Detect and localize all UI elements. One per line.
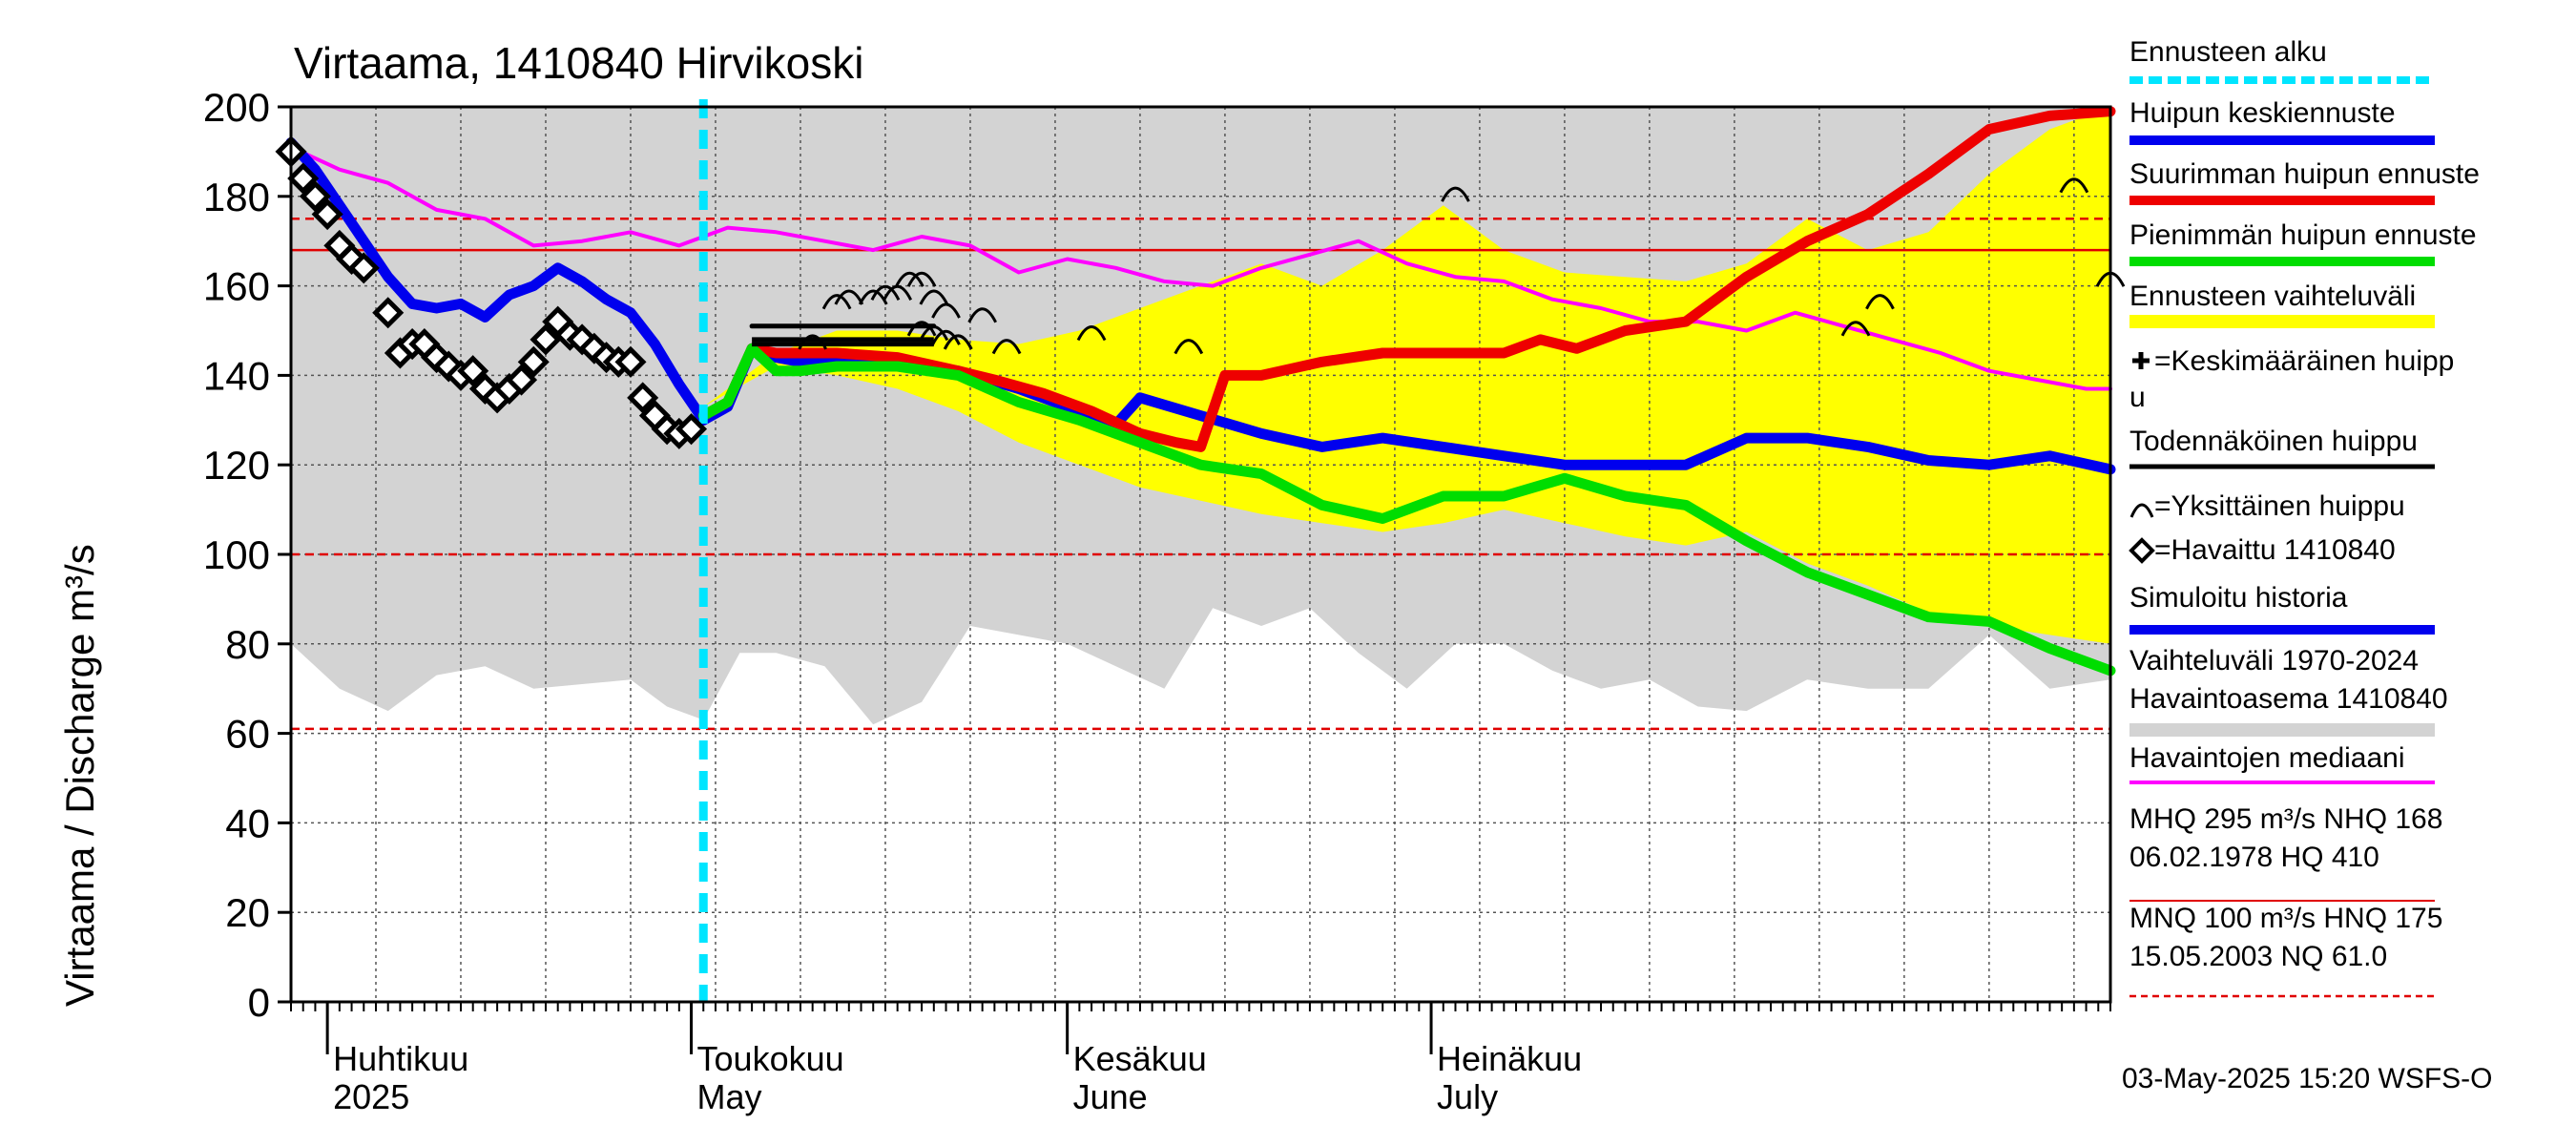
- single-peak-marker: [798, 334, 828, 350]
- single-peak-marker: [870, 284, 901, 301]
- month-label-en: 2025: [333, 1077, 409, 1116]
- chart-title: Virtaama, 1410840 Hirvikoski: [294, 38, 863, 88]
- single-peak-marker: [1076, 325, 1107, 342]
- single-peak-marker: [1174, 339, 1204, 355]
- legend-entry: Huipun keskiennuste: [2129, 97, 2396, 129]
- legend-entry: Suurimman huipun ennuste: [2129, 158, 2480, 190]
- y-tick-label: 0: [248, 980, 270, 1025]
- series-line-4: [697, 343, 2116, 677]
- month-label-fi: Huhtikuu: [333, 1039, 468, 1078]
- observed-point: [457, 355, 489, 387]
- single-peak-marker: [967, 307, 998, 323]
- legend-entry: Ennusteen vaihteluväli: [2129, 281, 2416, 312]
- single-peak-marker: [931, 302, 961, 319]
- series-line-0: [289, 145, 2112, 391]
- month-label-fi: Kesäkuu: [1073, 1039, 1207, 1078]
- legend-entry: 06.02.1978 HQ 410: [2129, 842, 2379, 873]
- y-tick-label: 60: [225, 712, 270, 757]
- y-tick-label: 80: [225, 622, 270, 667]
- single-peak-marker: [2059, 177, 2089, 194]
- observed-point: [287, 162, 320, 195]
- single-peak-marker: [943, 334, 973, 350]
- legend-entry: u: [2129, 382, 2146, 413]
- single-peak-marker: [931, 329, 961, 345]
- single-peak-marker: [906, 321, 937, 337]
- legend-swatch-history: [2129, 723, 2435, 737]
- single-peak-marker: [991, 339, 1022, 355]
- month-label-fi: Toukokuu: [697, 1039, 844, 1078]
- legend-plus-symbol: [2132, 352, 2150, 369]
- observed-point: [311, 198, 343, 231]
- y-tick-label: 180: [203, 175, 270, 219]
- y-tick-label: 200: [203, 85, 270, 130]
- y-tick-label: 100: [203, 532, 270, 577]
- single-peak-marker: [1441, 186, 1470, 202]
- observed-point: [506, 364, 538, 396]
- single-peak-marker: [1865, 294, 1895, 310]
- single-peak-marker: [906, 271, 937, 287]
- legend-entry: =Keskimääräinen huipp: [2154, 345, 2454, 377]
- legend-entry: 15.05.2003 NQ 61.0: [2129, 941, 2387, 972]
- legend-entry: =Havaittu 1410840: [2154, 534, 2396, 566]
- observed-point: [530, 323, 562, 356]
- y-tick-label: 120: [203, 443, 270, 488]
- legend-entry: Ennusteen alku: [2129, 36, 2327, 68]
- timestamp-footer: 03-May-2025 15:20 WSFS-O: [2122, 1063, 2493, 1094]
- legend-diamond-symbol: [2129, 537, 2155, 564]
- legend-entry: Todennäköinen huippu: [2129, 426, 2418, 457]
- legend-entry: =Yksittäinen huippu: [2154, 490, 2405, 522]
- observed-point: [347, 252, 380, 284]
- legend-entry: Havaintoasema 1410840: [2129, 683, 2448, 715]
- month-label-en: May: [697, 1077, 762, 1116]
- observed-point: [517, 345, 550, 378]
- single-peak-marker: [895, 271, 924, 287]
- legend-entry: Havaintojen mediaani: [2129, 742, 2405, 774]
- series-line-3: [697, 106, 2116, 452]
- y-tick-label: 20: [225, 890, 270, 935]
- legend-entry: MHQ 295 m³/s NHQ 168: [2129, 803, 2442, 835]
- single-peak-marker: [821, 294, 852, 310]
- observed-point: [372, 297, 405, 329]
- observed-point: [627, 382, 659, 414]
- legend-entry: Simuloitu historia: [2129, 582, 2348, 614]
- legend-entry: MNQ 100 m³/s HNQ 175: [2129, 903, 2442, 934]
- observed-point: [299, 180, 331, 213]
- legend-entry: Vaihteluväli 1970-2024: [2129, 645, 2419, 677]
- single-peak-marker: [1840, 321, 1871, 337]
- single-peak-marker: [858, 289, 888, 305]
- y-tick-label: 40: [225, 801, 270, 845]
- y-tick-label: 160: [203, 264, 270, 309]
- legend-entry: Pienimmän huipun ennuste: [2129, 219, 2477, 251]
- month-label-en: June: [1073, 1077, 1148, 1116]
- legend-arc-symbol: [2129, 503, 2154, 518]
- single-peak-marker: [919, 289, 949, 305]
- y-axis-label: Virtaama / Discharge m³/s: [57, 544, 102, 1007]
- month-label-en: July: [1437, 1077, 1498, 1116]
- legend: Ennusteen alku Huipun keskiennuste Suurimm…: [2129, 36, 2480, 998]
- series-line-1: [285, 137, 709, 426]
- single-peak-marker: [919, 325, 949, 342]
- observed-point: [675, 413, 708, 446]
- month-label-fi: Heinäkuu: [1437, 1039, 1582, 1078]
- single-peak-marker: [834, 289, 864, 305]
- observed-point: [614, 345, 647, 378]
- y-tick-label: 140: [203, 353, 270, 398]
- series-line-2: [697, 343, 2116, 475]
